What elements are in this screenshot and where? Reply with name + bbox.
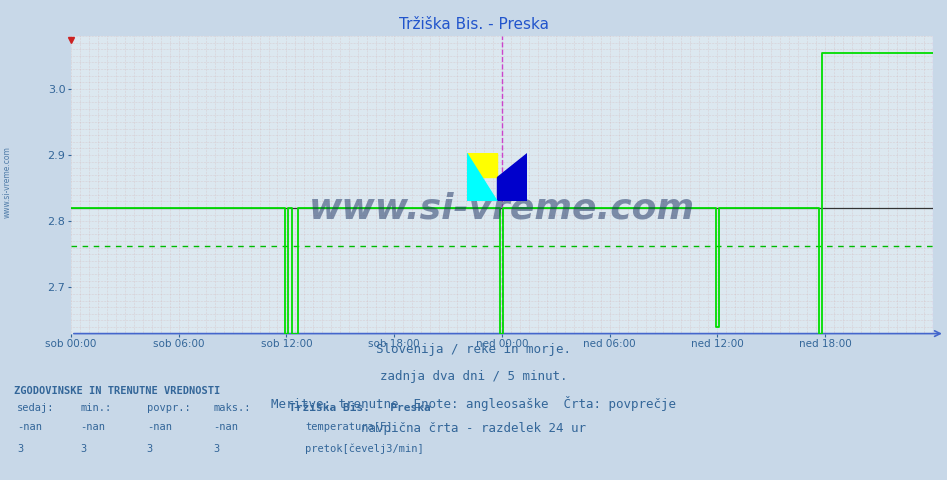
Text: -nan: -nan — [80, 422, 105, 432]
Text: Tržiška Bis. - Preska: Tržiška Bis. - Preska — [399, 17, 548, 32]
Text: sedaj:: sedaj: — [17, 403, 55, 413]
Text: www.si-vreme.com: www.si-vreme.com — [309, 192, 695, 226]
Text: 3: 3 — [147, 444, 153, 454]
Text: navpična črta - razdelek 24 ur: navpična črta - razdelek 24 ur — [361, 422, 586, 435]
Text: www.si-vreme.com: www.si-vreme.com — [3, 146, 12, 218]
Text: -nan: -nan — [147, 422, 171, 432]
Bar — [467, 153, 497, 177]
Text: Slovenija / reke in morje.: Slovenija / reke in morje. — [376, 343, 571, 356]
Text: -nan: -nan — [213, 422, 238, 432]
Text: -nan: -nan — [17, 422, 42, 432]
Text: maks.:: maks.: — [213, 403, 251, 413]
Text: povpr.:: povpr.: — [147, 403, 190, 413]
Text: Meritve: trenutne  Enote: angleosaške  Črta: povprečje: Meritve: trenutne Enote: angleosaške Črt… — [271, 396, 676, 411]
Polygon shape — [467, 153, 497, 201]
Text: 3: 3 — [17, 444, 24, 454]
Text: zadnja dva dni / 5 minut.: zadnja dva dni / 5 minut. — [380, 370, 567, 383]
Text: ZGODOVINSKE IN TRENUTNE VREDNOSTI: ZGODOVINSKE IN TRENUTNE VREDNOSTI — [14, 386, 221, 396]
Text: Tržiška Bis. - Preska: Tržiška Bis. - Preska — [289, 403, 431, 413]
Polygon shape — [497, 153, 527, 177]
Text: 3: 3 — [80, 444, 87, 454]
Bar — [497, 177, 527, 201]
Text: pretok[čevelj3/min]: pretok[čevelj3/min] — [305, 444, 423, 455]
Text: min.:: min.: — [80, 403, 112, 413]
Text: 3: 3 — [213, 444, 220, 454]
Text: temperatura[F]: temperatura[F] — [305, 422, 392, 432]
